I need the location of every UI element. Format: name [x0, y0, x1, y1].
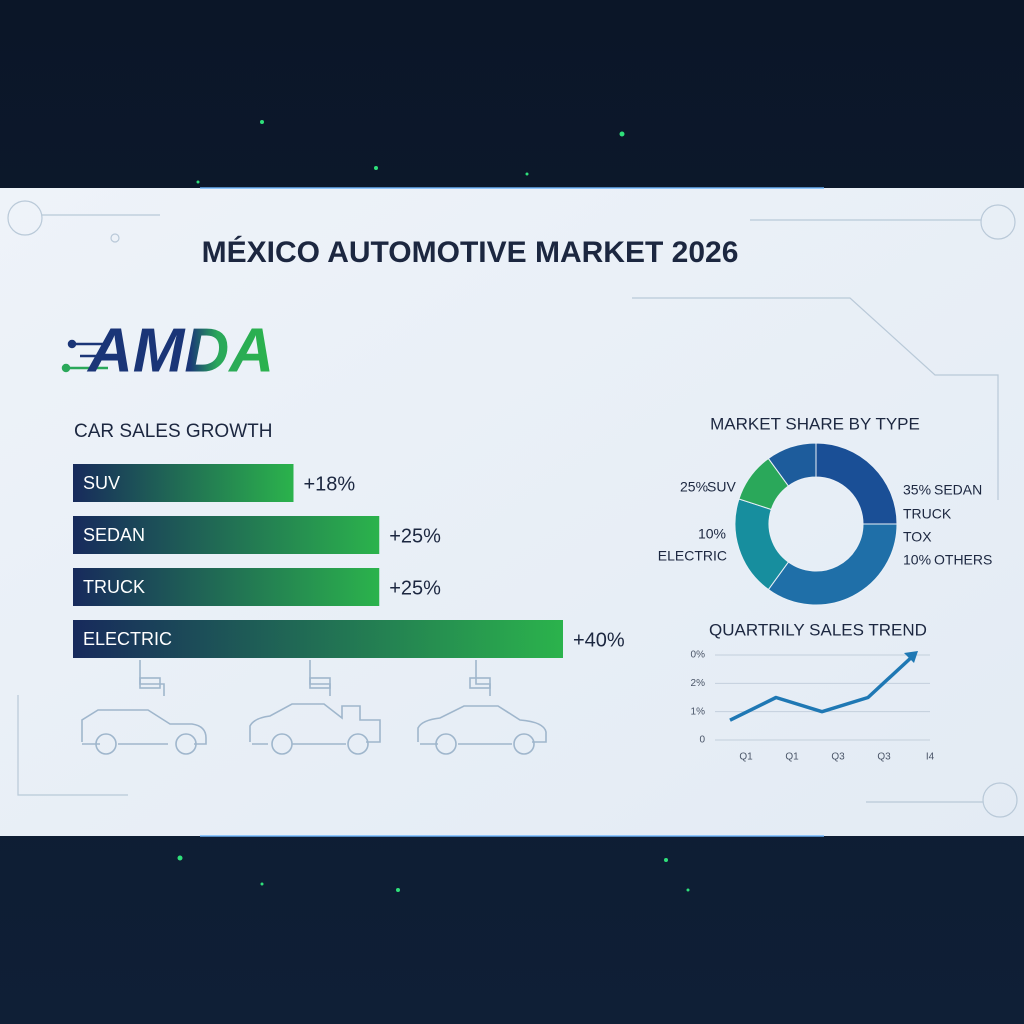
legend-value: 10%	[698, 526, 726, 542]
bar-label: ELECTRIC	[83, 629, 172, 649]
legend-value: 35%	[903, 482, 931, 498]
x-tick-label: Q1	[785, 752, 799, 763]
legend-label: ELECTRIC	[658, 548, 727, 564]
logo: AMDA	[86, 316, 274, 385]
y-tick-label: 1%	[691, 706, 706, 717]
legend-label: OTHERS	[934, 552, 992, 568]
x-tick-label: Q1	[739, 752, 753, 763]
panel	[0, 188, 1024, 836]
value-label: +18%	[304, 473, 356, 495]
y-tick-label: 2%	[691, 678, 706, 689]
logo-circuit	[61, 339, 112, 373]
legend-label: SUV	[707, 479, 736, 495]
chart-title: QUARTRILY SALES TREND	[709, 620, 927, 639]
arrow-head	[904, 651, 918, 663]
circuit-decoration	[7, 200, 1018, 818]
legend-value: 10%	[903, 552, 931, 568]
x-tick-label: Q3	[877, 752, 891, 763]
legend-value: 25%	[680, 479, 708, 495]
legend-label: TRUCK	[903, 506, 952, 522]
y-tick-label: 0%	[691, 650, 706, 661]
bar	[73, 516, 380, 554]
legend-label: SEDAN	[934, 482, 982, 498]
car-icons	[81, 660, 547, 755]
bar	[73, 568, 380, 606]
trend-line	[729, 653, 916, 722]
page-title: MÉXICO AUTOMOTIVE MARKET 2026	[202, 235, 739, 269]
chart-title: CAR SALES GROWTH	[74, 421, 272, 442]
x-tick-label: I4	[926, 752, 935, 763]
bar	[73, 464, 294, 502]
value-label: +25%	[389, 525, 441, 547]
stars	[177, 120, 690, 892]
donut-slice	[767, 442, 817, 487]
donut-slice	[767, 523, 898, 606]
bar-label: SEDAN	[83, 525, 145, 545]
legend-value: TOX	[903, 529, 932, 545]
value-label: +25%	[389, 577, 441, 599]
y-tick-label: 0	[699, 735, 705, 746]
bar-label: TRUCK	[83, 577, 145, 597]
bar-label: SUV	[83, 473, 120, 493]
bar	[73, 620, 563, 658]
x-tick-label: Q3	[831, 752, 845, 763]
value-label: +40%	[573, 629, 625, 651]
chart-title: MARKET SHARE BY TYPE	[710, 414, 920, 433]
